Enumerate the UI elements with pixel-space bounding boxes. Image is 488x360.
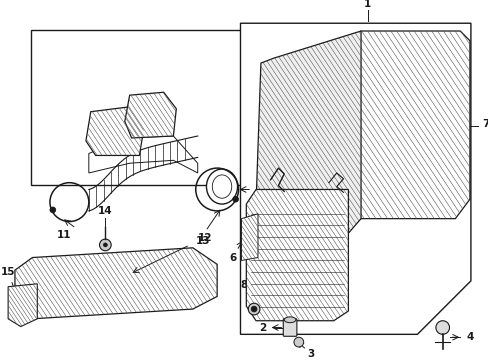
Ellipse shape [206, 169, 237, 204]
Text: 4: 4 [465, 332, 472, 342]
Text: 1: 1 [364, 0, 371, 9]
Text: 11: 11 [57, 230, 72, 240]
Polygon shape [89, 136, 197, 173]
Polygon shape [241, 214, 258, 260]
Circle shape [293, 337, 303, 347]
Text: 2: 2 [259, 323, 266, 333]
FancyBboxPatch shape [283, 319, 296, 336]
Text: 3: 3 [306, 349, 313, 359]
Circle shape [232, 196, 238, 202]
Circle shape [50, 207, 56, 213]
Polygon shape [347, 31, 469, 219]
Text: 12: 12 [198, 233, 212, 243]
Text: 6: 6 [228, 252, 236, 262]
Polygon shape [124, 92, 176, 138]
Polygon shape [15, 248, 217, 319]
Text: 13: 13 [195, 236, 210, 246]
Text: 10: 10 [269, 183, 284, 193]
Circle shape [251, 306, 257, 312]
Circle shape [435, 321, 448, 334]
Text: 8: 8 [240, 280, 247, 290]
Polygon shape [86, 107, 144, 156]
Text: 15: 15 [1, 267, 15, 277]
Polygon shape [256, 31, 360, 233]
Bar [31, 30, 250, 185]
Polygon shape [8, 284, 37, 327]
Text: 9: 9 [320, 149, 327, 158]
Polygon shape [240, 23, 470, 334]
Circle shape [103, 243, 107, 247]
Text: 10: 10 [264, 181, 278, 190]
Circle shape [248, 303, 260, 315]
Circle shape [100, 239, 111, 251]
Ellipse shape [284, 317, 295, 323]
Text: 5: 5 [260, 145, 267, 156]
Polygon shape [246, 189, 347, 321]
Text: 7: 7 [482, 120, 488, 129]
Text: 14: 14 [98, 206, 112, 216]
